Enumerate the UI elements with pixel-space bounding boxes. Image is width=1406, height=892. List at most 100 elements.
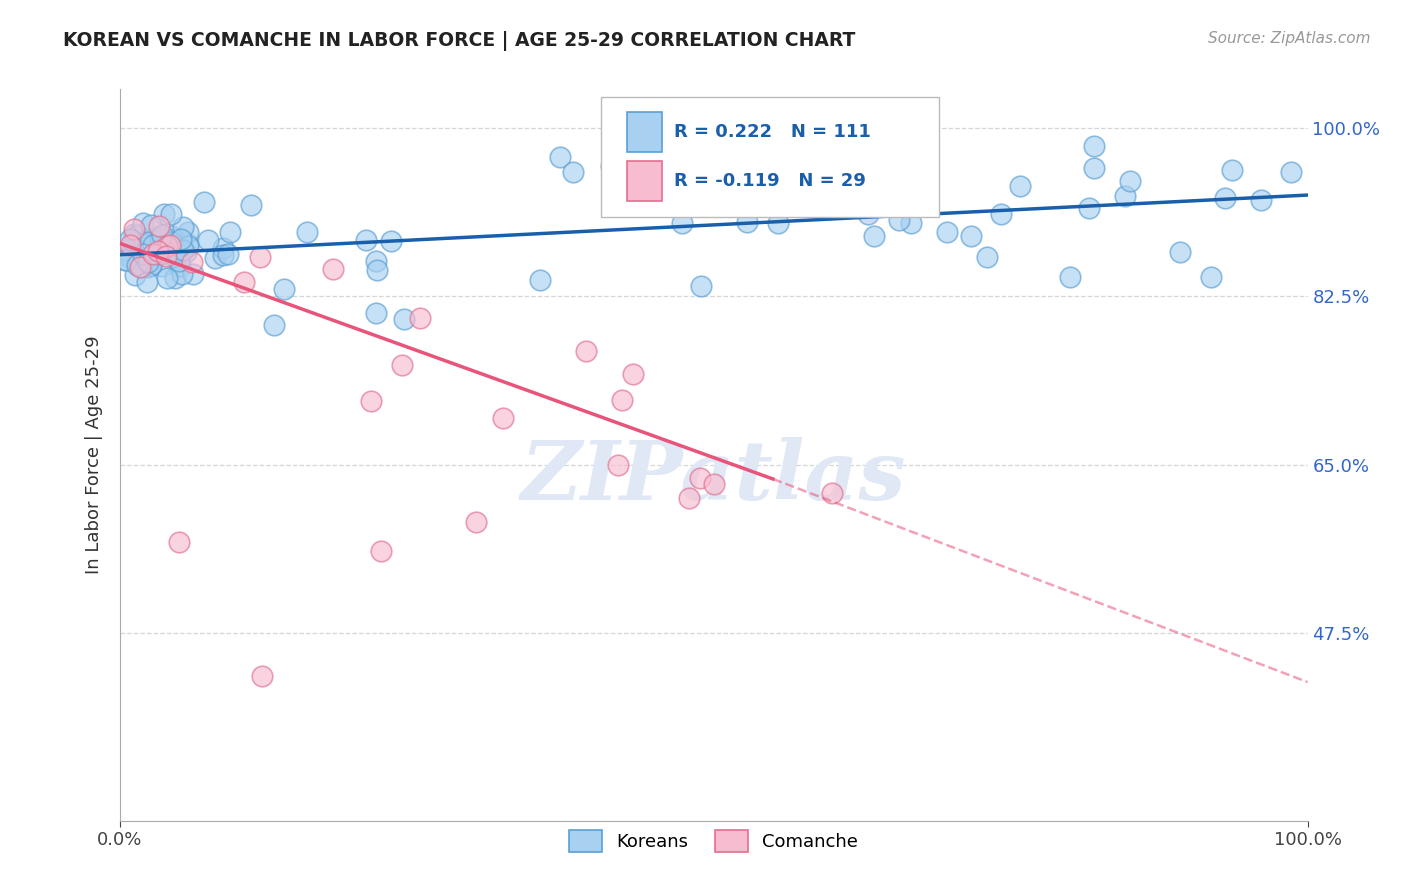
Point (121, 242, 143, 256)
Point (118, 238, 141, 252)
Point (990, 206, 1012, 220)
Point (936, 225, 959, 239)
Point (409, 311, 432, 326)
Point (233, 275, 256, 289)
Point (976, 250, 998, 264)
Point (1059, 270, 1081, 285)
Point (1213, 191, 1236, 205)
Point (160, 235, 183, 250)
Point (136, 255, 159, 269)
Point (364, 254, 387, 268)
Point (128, 230, 150, 244)
Point (1220, 162, 1243, 177)
Point (1250, 193, 1272, 207)
Point (295, 226, 318, 240)
Point (1170, 245, 1192, 260)
Point (250, 669, 273, 683)
Point (263, 318, 285, 332)
FancyBboxPatch shape (627, 112, 662, 152)
Point (689, 471, 711, 485)
Point (128, 260, 150, 274)
Text: KOREAN VS COMANCHE IN LABOR FORCE | AGE 25-29 CORRELATION CHART: KOREAN VS COMANCHE IN LABOR FORCE | AGE … (63, 31, 856, 51)
Point (671, 216, 693, 230)
Point (600, 159, 623, 173)
Point (172, 244, 194, 258)
Point (139, 245, 162, 260)
Point (153, 235, 176, 249)
Point (170, 242, 193, 256)
Point (148, 219, 170, 234)
Legend: Koreans, Comanche: Koreans, Comanche (562, 822, 865, 859)
Point (610, 393, 633, 408)
Point (856, 207, 879, 221)
Point (464, 516, 488, 530)
Point (139, 258, 162, 272)
Point (197, 233, 219, 247)
Point (135, 275, 157, 289)
Point (575, 343, 598, 358)
Point (153, 206, 176, 220)
Point (132, 247, 155, 261)
Point (1083, 139, 1105, 153)
Point (900, 216, 922, 230)
Point (212, 241, 235, 255)
Point (689, 278, 711, 293)
Point (146, 247, 169, 261)
Point (821, 486, 844, 500)
Point (125, 227, 148, 242)
Point (766, 216, 789, 230)
Point (562, 164, 585, 178)
Point (132, 245, 155, 260)
Point (211, 248, 233, 262)
Point (125, 258, 148, 272)
Point (139, 232, 162, 246)
Point (181, 255, 204, 269)
Point (149, 230, 172, 244)
Point (735, 214, 758, 228)
Point (146, 244, 169, 259)
Point (170, 267, 193, 281)
Point (132, 254, 155, 268)
Point (150, 228, 173, 243)
Point (492, 411, 515, 425)
Point (725, 161, 748, 176)
Point (149, 247, 172, 261)
Point (163, 232, 186, 246)
Point (204, 251, 226, 265)
Point (155, 271, 177, 285)
Point (169, 254, 191, 268)
Point (380, 234, 402, 248)
Point (174, 245, 197, 260)
Text: R = -0.119   N = 29: R = -0.119 N = 29 (675, 171, 866, 190)
Point (392, 312, 415, 326)
Point (1083, 161, 1105, 175)
Point (322, 262, 344, 277)
FancyBboxPatch shape (600, 96, 939, 218)
Point (249, 250, 271, 264)
Point (114, 253, 136, 268)
Point (114, 253, 136, 268)
Point (1118, 174, 1140, 188)
Point (772, 158, 794, 172)
Point (621, 367, 644, 381)
Point (159, 238, 181, 252)
Point (240, 198, 263, 212)
Point (1201, 269, 1223, 284)
Point (217, 247, 239, 261)
Point (548, 150, 571, 164)
Point (124, 268, 146, 283)
Point (120, 250, 142, 264)
Point (142, 244, 165, 259)
Point (122, 227, 145, 242)
Point (193, 195, 215, 210)
Point (360, 393, 382, 408)
Point (366, 262, 388, 277)
Text: Source: ZipAtlas.com: Source: ZipAtlas.com (1208, 31, 1371, 46)
Point (122, 222, 145, 236)
Point (142, 238, 165, 252)
Point (117, 249, 139, 263)
Point (703, 476, 725, 491)
Point (156, 238, 179, 252)
Point (176, 239, 198, 253)
Point (163, 250, 186, 264)
